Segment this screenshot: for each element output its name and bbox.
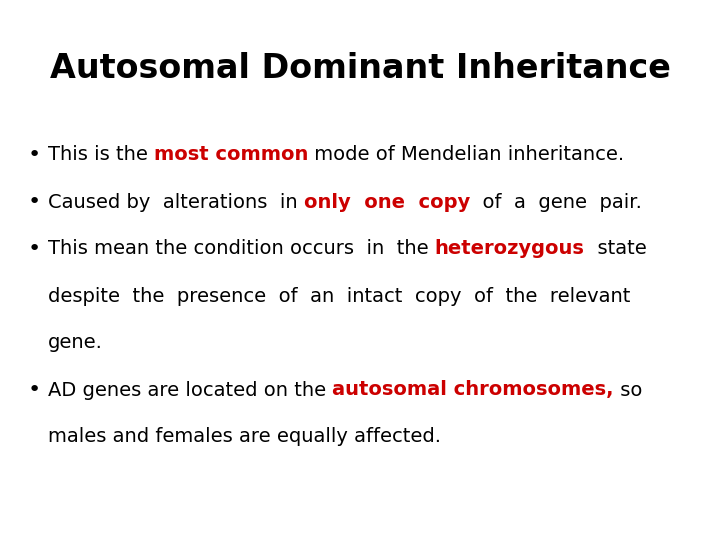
Text: despite  the  presence  of  an  intact  copy  of  the  relevant: despite the presence of an intact copy o… xyxy=(48,287,631,306)
Text: AD genes are located on the: AD genes are located on the xyxy=(48,381,333,400)
Text: This is the: This is the xyxy=(48,145,154,165)
Text: gene.: gene. xyxy=(48,334,103,353)
Text: of  a  gene  pair.: of a gene pair. xyxy=(470,192,642,212)
Text: mode of Mendelian inheritance.: mode of Mendelian inheritance. xyxy=(308,145,625,165)
Text: heterozygous: heterozygous xyxy=(435,240,585,259)
Text: only  one  copy: only one copy xyxy=(304,192,470,212)
Text: most common: most common xyxy=(154,145,308,165)
Text: •: • xyxy=(28,239,41,259)
Text: autosomal chromosomes,: autosomal chromosomes, xyxy=(333,381,614,400)
Text: •: • xyxy=(28,145,41,165)
Text: so: so xyxy=(614,381,642,400)
Text: state: state xyxy=(585,240,647,259)
Text: •: • xyxy=(28,192,41,212)
Text: Caused by  alterations  in: Caused by alterations in xyxy=(48,192,304,212)
Text: Autosomal Dominant Inheritance: Autosomal Dominant Inheritance xyxy=(50,51,670,84)
Text: This mean the condition occurs  in  the: This mean the condition occurs in the xyxy=(48,240,435,259)
Text: •: • xyxy=(28,380,41,400)
Text: males and females are equally affected.: males and females are equally affected. xyxy=(48,428,441,447)
